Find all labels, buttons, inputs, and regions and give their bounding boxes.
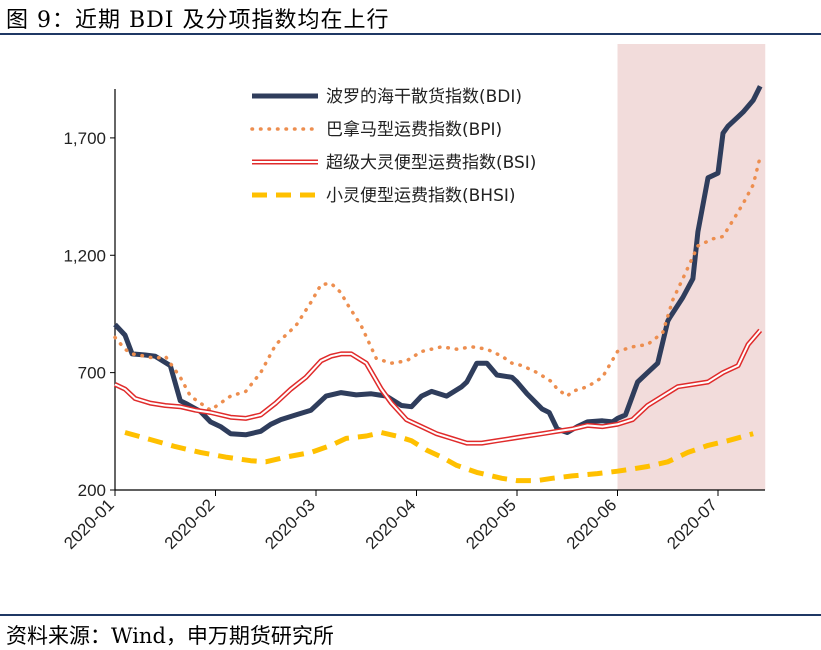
y-tick-label: 700 [78,364,106,383]
x-tick-label: 2020-05 [462,495,520,553]
legend-label: 小灵便型运费指数(BHSI) [326,186,516,206]
y-tick-label: 1,200 [63,246,106,265]
series-group [113,85,763,484]
x-tick-label: 2020-06 [563,495,621,553]
top-divider [0,33,821,35]
line-chart: 200 700 1,200 1,700 2020-01 2020-02 2020-03 202… [60,44,766,553]
series-line-3 [124,430,754,484]
legend-label: 超级大灵便型运费指数(BSI) [326,153,536,173]
x-tick-label: 2020-04 [362,495,420,553]
series-line-2-inner [114,329,761,445]
x-tick-label: 2020-07 [663,495,721,553]
y-tick-label: 1,700 [63,129,106,148]
x-tick-label: 2020-02 [161,495,219,553]
series-line-0 [113,85,763,438]
x-tick-label: 2020-03 [261,495,319,553]
x-tick-label: 2020-01 [60,495,118,553]
highlight-region [617,44,766,490]
highlight-band [617,44,766,490]
series-line-1 [113,154,762,412]
chart-legend: 波罗的海干散货指数(BDI) 巴拿马型运费指数(BPI) 超级大灵便型运费指数(BS… [250,87,536,206]
y-tick-label: 200 [78,481,106,500]
bottom-divider [0,614,821,616]
figure-title: 图 9：近期 BDI 及分项指数均在上行 [6,8,390,33]
source-note: 资料来源：Wind，申万期货研究所 [6,624,334,648]
legend-label: 巴拿马型运费指数(BPI) [326,119,502,140]
legend-label: 波罗的海干散货指数(BDI) [326,87,522,107]
